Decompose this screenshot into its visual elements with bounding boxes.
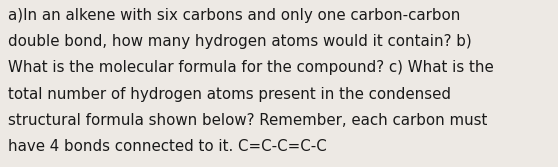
Text: structural formula shown below? Remember, each carbon must: structural formula shown below? Remember… [8, 113, 488, 128]
Text: total number of hydrogen atoms present in the condensed: total number of hydrogen atoms present i… [8, 87, 451, 102]
Text: double bond, how many hydrogen atoms would it contain? b): double bond, how many hydrogen atoms wou… [8, 34, 472, 49]
Text: a)In an alkene with six carbons and only one carbon-carbon: a)In an alkene with six carbons and only… [8, 8, 461, 23]
Text: have 4 bonds connected to it. C=C-C=C-C: have 4 bonds connected to it. C=C-C=C-C [8, 139, 327, 154]
Text: What is the molecular formula for the compound? c) What is the: What is the molecular formula for the co… [8, 60, 494, 75]
